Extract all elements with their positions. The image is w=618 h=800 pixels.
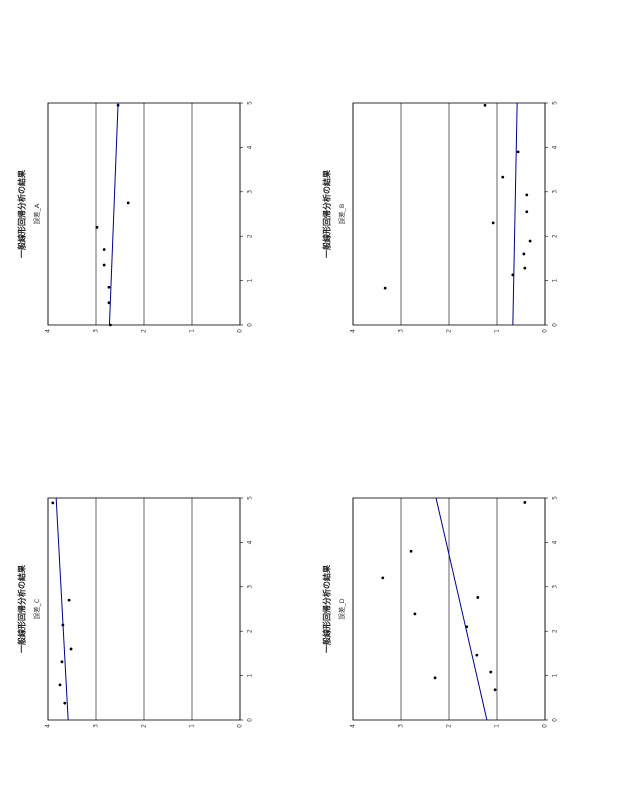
data-point [60, 660, 64, 664]
x-tick-label: 3 [247, 585, 254, 589]
panel-title: 一般線形回帰分析の結果 [17, 565, 27, 653]
data-point [476, 596, 480, 599]
data-point [107, 301, 111, 305]
x-tick-label: 4 [247, 145, 254, 149]
data-point [69, 647, 73, 651]
y-tick-label: 4 [350, 724, 357, 728]
x-tick-label: 2 [552, 629, 559, 633]
data-point [483, 103, 487, 107]
y-tick-label: 2 [141, 329, 148, 333]
data-point [433, 676, 437, 680]
data-point [522, 252, 526, 256]
data-point [475, 653, 479, 657]
x-tick-label: 5 [247, 101, 254, 105]
x-tick-label: 1 [247, 279, 254, 283]
x-tick-label: 2 [247, 234, 254, 238]
data-point [383, 286, 387, 290]
y-tick-label: 2 [446, 329, 453, 333]
data-point [107, 285, 111, 289]
x-tick-label: 1 [247, 674, 254, 678]
y-tick-label: 1 [189, 329, 196, 333]
y-tick-label: 3 [398, 329, 405, 333]
data-point [381, 576, 385, 580]
data-point [501, 175, 505, 179]
data-point [525, 193, 529, 197]
y-tick-label: 0 [237, 329, 244, 333]
x-tick-label: 3 [552, 190, 559, 194]
panel-subtitle: 誤差_A [32, 203, 41, 224]
x-tick-label: 5 [552, 101, 559, 105]
y-tick-label: 1 [494, 724, 501, 728]
data-point [516, 150, 520, 154]
data-point [58, 683, 62, 687]
y-tick-label: 3 [93, 329, 100, 333]
panel-title: 一般線形回帰分析の結果 [17, 170, 27, 258]
panel-subtitle: 誤差_D [337, 598, 346, 619]
data-point [409, 549, 413, 553]
y-tick-label: 4 [350, 329, 357, 333]
panel: 一般線形回帰分析の結果 誤差_C 0 1 2 3 4 0 1 2 3 4 5 [17, 496, 254, 728]
panel-title: 一般線形回帰分析の結果 [322, 565, 332, 653]
y-tick-label: 2 [446, 724, 453, 728]
data-point [413, 612, 417, 616]
data-point [102, 248, 106, 251]
x-tick-label: 0 [247, 323, 254, 327]
fit-line [435, 497, 488, 721]
data-point [126, 201, 130, 205]
panel: 一般線形回帰分析の結果 誤差_B 0 1 2 3 4 0 1 2 3 4 5 [322, 101, 559, 333]
panel: 一般線形回帰分析の結果 誤差_D 0 1 2 3 4 0 1 2 3 4 5 [322, 496, 559, 728]
y-tick-label: 4 [45, 329, 52, 333]
data-point [67, 598, 71, 602]
x-tick-label: 0 [247, 718, 254, 722]
data-point [491, 221, 495, 225]
y-tick-label: 0 [542, 329, 549, 333]
data-point [528, 239, 532, 243]
data-point [525, 210, 529, 214]
panel-subtitle: 誤差_C [32, 598, 41, 619]
y-tick-label: 0 [542, 724, 549, 728]
data-point [102, 263, 106, 267]
x-tick-label: 4 [552, 145, 559, 149]
data-point [95, 225, 99, 229]
data-point [523, 501, 527, 504]
y-tick-label: 3 [398, 724, 405, 728]
panel-subtitle: 誤差_B [337, 204, 346, 225]
y-tick-label: 2 [141, 724, 148, 728]
data-point [51, 501, 55, 505]
x-tick-label: 1 [552, 674, 559, 678]
x-tick-label: 5 [247, 496, 254, 500]
x-tick-label: 2 [552, 234, 559, 238]
y-tick-label: 1 [189, 724, 196, 728]
x-tick-label: 1 [552, 279, 559, 283]
x-tick-label: 4 [552, 540, 559, 544]
y-tick-label: 0 [237, 724, 244, 728]
data-point [63, 701, 67, 705]
x-tick-label: 0 [552, 323, 559, 327]
data-point [523, 266, 527, 270]
y-tick-label: 1 [494, 329, 501, 333]
fit-line [512, 102, 518, 326]
x-tick-label: 5 [552, 496, 559, 500]
y-tick-label: 4 [45, 724, 52, 728]
y-tick-label: 3 [93, 724, 100, 728]
data-point [493, 688, 497, 692]
panel: 一般線形回帰分析の結果 誤差_A 0 1 2 3 4 0 1 2 3 4 5 [17, 101, 254, 333]
x-tick-label: 3 [247, 190, 254, 194]
x-tick-label: 0 [552, 718, 559, 722]
x-tick-label: 4 [247, 540, 254, 544]
x-tick-label: 3 [552, 585, 559, 589]
data-point [489, 670, 493, 674]
fit-line [108, 102, 119, 326]
fit-line [55, 497, 69, 721]
x-tick-label: 2 [247, 629, 254, 633]
panel-title: 一般線形回帰分析の結果 [322, 170, 332, 258]
